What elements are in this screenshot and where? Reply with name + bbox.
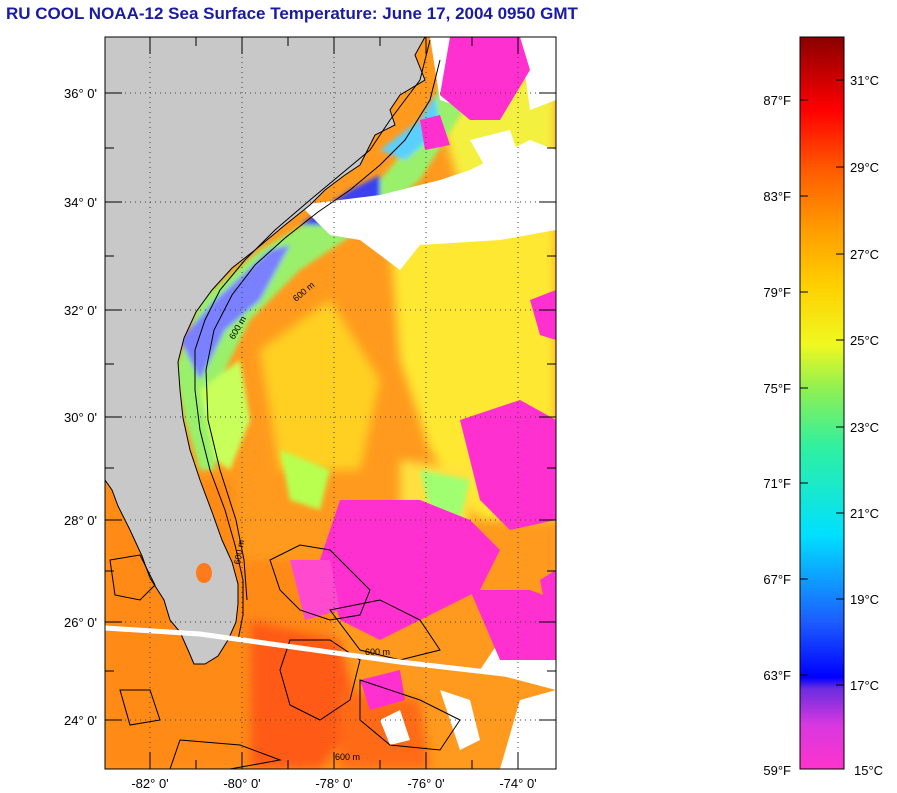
latitude-label: 32° 0' (64, 303, 97, 318)
longitude-label: -76° 0' (407, 776, 444, 791)
colorbar-ticks (800, 79, 844, 686)
contour-label: 600 m (335, 752, 360, 762)
florida-georgia-carolina-land (105, 37, 425, 664)
scan-gap-line (105, 625, 556, 683)
celsius-label: 23°C (850, 420, 879, 435)
fahrenheit-label: 75°F (763, 381, 791, 396)
cold-patches (290, 37, 556, 710)
longitude-label: -74° 0' (499, 776, 536, 791)
latitude-label: 34° 0' (64, 195, 97, 210)
celsius-label: 31°C (850, 73, 879, 88)
yellow-region-mid (260, 300, 380, 470)
fahrenheit-label: 59°F (763, 763, 791, 778)
fahrenheit-label: 63°F (763, 668, 791, 683)
cloud-mask (300, 37, 556, 769)
hot-region-bahamas (250, 620, 360, 769)
contour-label: 600 m (365, 647, 390, 657)
celsius-label: 15°C (854, 763, 883, 778)
celsius-label: 21°C (850, 506, 879, 521)
map-title: RU COOL NOAA-12 Sea Surface Temperature:… (6, 4, 578, 23)
longitude-label: -82° 0' (131, 776, 168, 791)
latitude-label: 36° 0' (64, 86, 97, 101)
fahrenheit-label: 71°F (763, 476, 791, 491)
latitude-label: 28° 0' (64, 513, 97, 528)
depth-contours (109, 39, 461, 769)
temperature-colorbar: 87°F 83°F 79°F 75°F 71°F 67°F 63°F 59°F … (763, 36, 883, 778)
fahrenheit-label: 83°F (763, 189, 791, 204)
celsius-label: 27°C (850, 247, 879, 262)
map-frame (104, 36, 557, 770)
coastline (105, 37, 426, 665)
axis-ticks (105, 37, 556, 769)
contour-label: 600 m (232, 539, 246, 565)
colorbar-gradient (799, 36, 845, 770)
fahrenheit-label: 67°F (763, 572, 791, 587)
celsius-label: 17°C (850, 678, 879, 693)
fahrenheit-label: 87°F (763, 93, 791, 108)
latitude-label: 24° 0' (64, 713, 97, 728)
celsius-label: 19°C (850, 592, 879, 607)
lake-okeechobee (196, 563, 212, 583)
graticule (105, 37, 556, 769)
latitude-label: 30° 0' (64, 410, 97, 425)
longitude-label: -80° 0' (223, 776, 260, 791)
latitude-label: 26° 0' (64, 615, 97, 630)
land (105, 37, 425, 664)
celsius-label: 25°C (850, 333, 879, 348)
fahrenheit-label: 79°F (763, 285, 791, 300)
celsius-label: 29°C (850, 160, 879, 175)
longitude-label: -78° 0' (315, 776, 352, 791)
